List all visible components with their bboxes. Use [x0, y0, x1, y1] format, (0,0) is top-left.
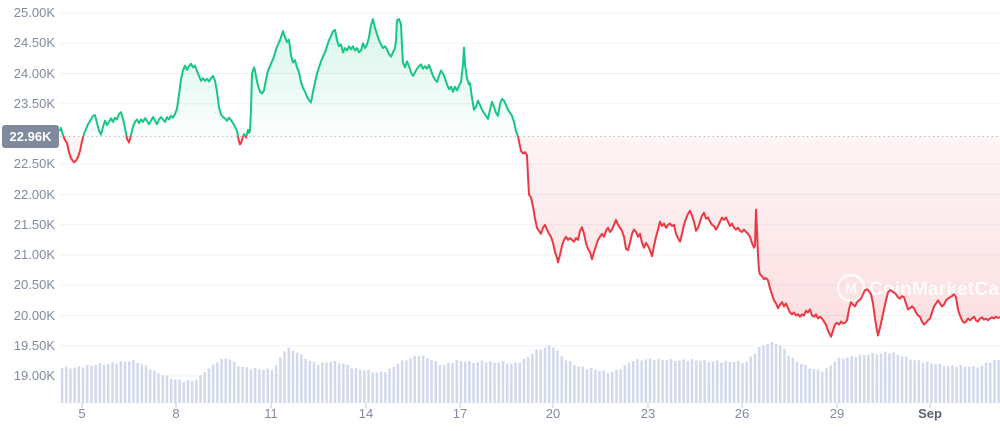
y-axis-label: 22.00K — [13, 187, 55, 202]
y-axis-label: 23.50K — [13, 96, 55, 111]
watermark-text: CoinMarketCap — [869, 279, 1000, 300]
y-axis-label: 21.50K — [13, 217, 55, 232]
coinmarketcap-logo-icon — [836, 273, 866, 303]
y-axis-label: 20.00K — [13, 308, 55, 323]
y-axis-label: 21.00K — [13, 247, 55, 262]
x-axis-label: 14 — [358, 406, 374, 421]
x-axis-label: 29 — [829, 406, 845, 421]
y-axis: 25.00K 24.50K 24.00K 23.50K 22.50K 22.00K 21.5… — [0, 0, 58, 431]
y-axis-label: 20.50K — [13, 277, 55, 292]
x-axis-label: 20 — [545, 406, 561, 421]
x-axis-label: 26 — [734, 406, 750, 421]
x-axis-label: 8 — [172, 406, 180, 421]
y-axis-label: 24.00K — [13, 66, 55, 81]
x-axis-label: Sep — [918, 406, 942, 421]
y-axis-label: 19.00K — [13, 368, 55, 383]
coinmarketcap-watermark: M CoinMarketCap — [836, 273, 1000, 303]
x-axis-label: 23 — [640, 406, 656, 421]
current-price-badge: 22.96K — [2, 125, 59, 148]
y-axis-label: 19.50K — [13, 338, 55, 353]
coinmarketcap-logo-letter: M — [845, 280, 857, 296]
x-axis-label: 11 — [264, 406, 278, 421]
x-axis-label: 17 — [452, 406, 468, 421]
y-axis-label: 25.00K — [13, 5, 55, 20]
x-axis: 5 8 11 14 17 20 23 26 29 Sep — [0, 406, 1000, 431]
y-axis-label: 24.50K — [13, 35, 55, 50]
y-axis-label: 22.50K — [13, 156, 55, 171]
x-axis-label: 5 — [78, 406, 86, 421]
